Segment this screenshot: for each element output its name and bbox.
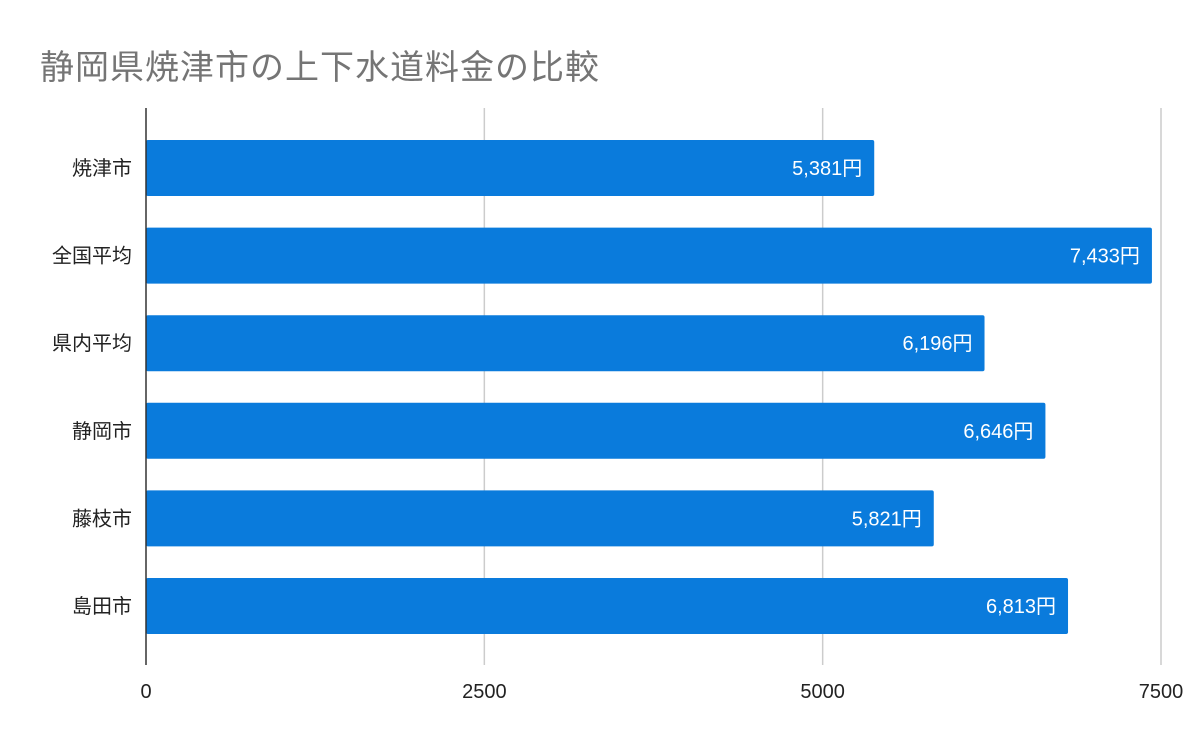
bar-data-label: 6,196円 [902,333,972,355]
x-tick-label: 7500 [1139,681,1184,703]
category-label: 藤枝市 [72,506,132,530]
gridlines [483,108,1162,665]
bar-data-label: 5,381円 [792,158,862,180]
category-label: 島田市 [72,594,132,618]
category-label: 全国平均 [52,244,132,268]
bar [146,490,934,547]
x-tick-label: 2500 [462,681,507,703]
chart-title: 静岡県焼津市の上下水道料金の比較 [40,48,600,88]
category-label: 静岡市 [72,419,132,443]
bar-data-label: 7,433円 [1070,246,1140,268]
bar [146,227,1152,284]
bar-data-label: 6,646円 [963,421,1033,443]
category-label: 焼津市 [72,156,132,180]
bar [146,140,875,196]
bar [146,402,1046,459]
labels: 0 2500 5000 7500 5,381円 焼津市 7,433円 全国平均 6,196円 県内… [52,156,1183,703]
bar-data-label: 5,821円 [852,508,922,530]
bar-data-label: 6,813円 [986,596,1056,618]
bar [146,315,985,372]
x-tick-label: 0 [140,681,151,703]
bars [146,140,1152,634]
x-tick-label: 5000 [800,681,845,703]
category-label: 県内平均 [52,331,132,355]
bar [146,578,1069,634]
